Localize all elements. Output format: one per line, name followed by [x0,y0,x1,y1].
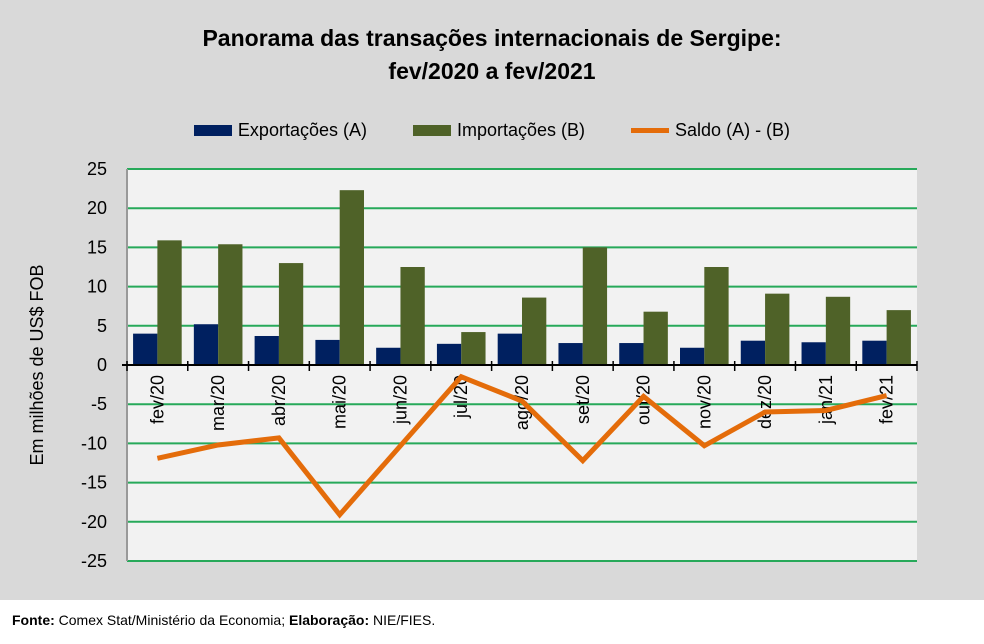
legend-item-saldo: Saldo (A) - (B) [631,120,790,141]
x-tick-label: dez/20 [755,375,775,429]
bar-exports [497,333,522,365]
y-tick-label: 20 [87,198,107,218]
source-label: Fonte: [12,612,55,628]
x-tick-label: mai/20 [330,375,350,429]
bar-imports [825,296,851,365]
legend-label: Exportações (A) [237,120,367,140]
bar-imports [400,267,425,365]
legend-swatch-saldo [631,128,670,133]
legend-swatch-imports [412,125,451,136]
y-tick-label: -15 [81,473,107,493]
source-text: Comex Stat/Ministério da Economia; [54,612,289,628]
bar-exports [315,339,340,365]
y-tick-label: -25 [81,551,107,571]
bar-exports [133,333,158,365]
x-tick-label: fev/21 [877,375,897,424]
x-tick-label: fev/20 [147,375,167,424]
bar-imports [218,244,243,365]
y-tick-label: -5 [91,394,107,414]
legend-label: Saldo (A) - (B) [675,120,791,140]
bar-imports [765,293,790,365]
legend: Exportações (A) Importações (B) Saldo (A… [0,120,984,141]
legend-item-imports: Importações (B) [412,120,586,141]
chart-title: Panorama das transações internacionais d… [0,22,984,88]
title-line-2: fev/2020 a fev/2021 [388,58,596,84]
bar-imports [582,247,608,365]
bar-imports [522,297,547,365]
title-line-1: Panorama das transações internacionais d… [202,25,782,51]
bar-exports [801,342,826,365]
x-tick-label: out/20 [634,375,654,425]
plot-svg: 25 20 15 10 5 0 -5 -10 -15 -20 -25 fev/20 mar/20 abr/… [27,159,918,571]
bar-imports [339,190,364,365]
bar-exports [376,347,401,365]
y-tick-label: 10 [87,277,107,297]
bar-imports [886,310,911,365]
bar-exports [254,335,279,365]
legend-swatch-exports [193,125,232,136]
bar-imports [704,267,729,365]
chart-area: Panorama das transações internacionais d… [0,0,984,600]
y-tick-label: -20 [81,512,107,532]
y-tick-label: -10 [81,433,107,453]
bar-exports [619,343,644,365]
bar-exports [740,340,766,365]
legend-item-exports: Exportações (A) [193,120,367,141]
bar-imports [643,311,668,365]
bar-exports [436,343,462,365]
x-tick-label: abr/20 [269,375,289,426]
bar-exports [558,343,583,365]
y-tick-label: 25 [87,159,107,179]
x-tick-label: nov/20 [694,375,714,429]
y-tick-label: 15 [87,237,107,257]
y-axis-label: Em milhões de US$ FOB [27,264,47,465]
bar-imports [278,263,304,365]
bar-exports [862,340,887,365]
elaboration-text: NIE/FIES. [369,612,436,628]
x-tick-label: jun/20 [390,375,410,425]
bar-imports [461,332,486,365]
legend-label: Importações (B) [456,120,586,140]
x-tick-label: jan/21 [816,375,836,425]
bar-imports [157,240,182,365]
bar-exports [680,347,705,365]
y-tick-label: 5 [97,316,107,336]
bar-exports [193,324,219,365]
elaboration-label: Elaboração: [288,612,370,628]
footer-source: Fonte: Comex Stat/Ministério da Economia… [12,612,435,628]
x-tick-label: set/20 [573,375,593,424]
y-tick-label: 0 [97,355,107,375]
x-tick-label: mar/20 [208,375,228,431]
